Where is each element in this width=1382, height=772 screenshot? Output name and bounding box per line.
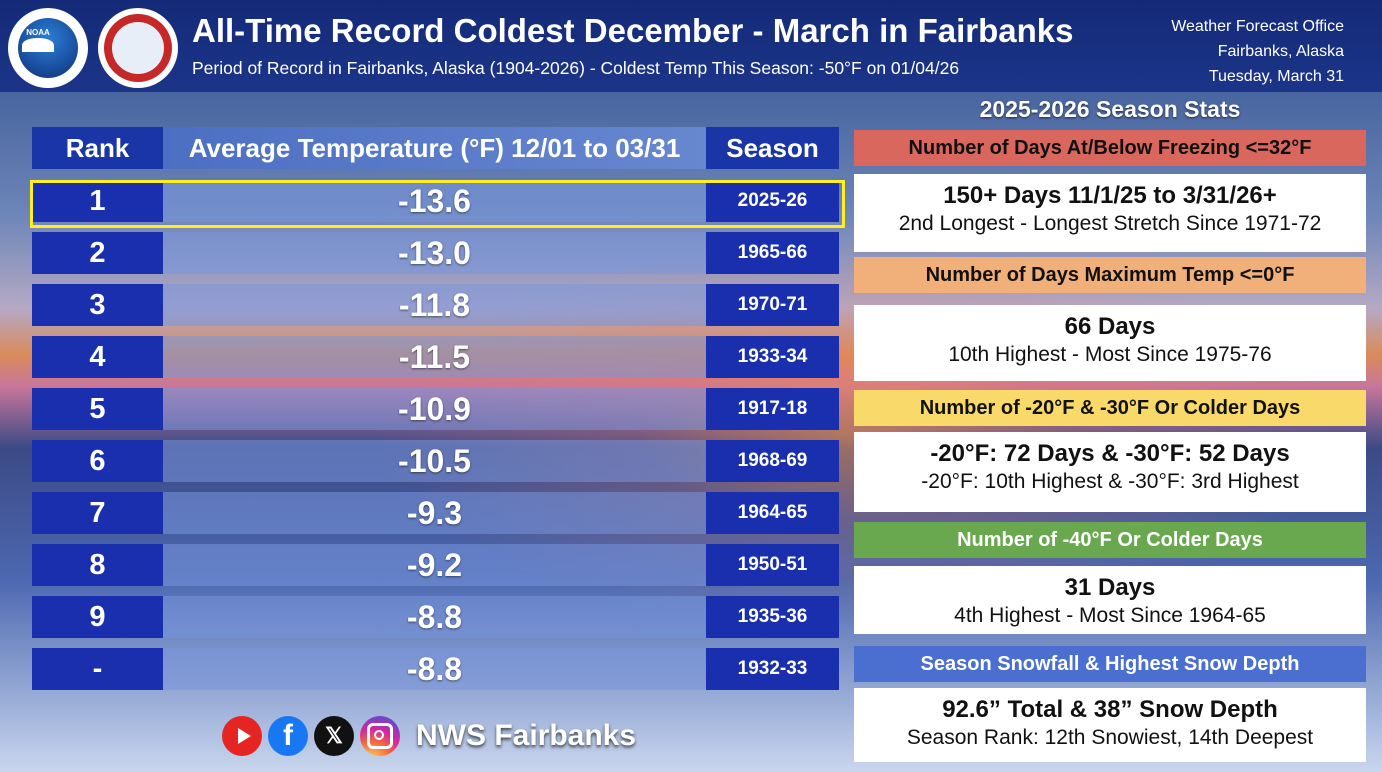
rank-cell: -	[32, 648, 163, 690]
stat-detail: -20°F: 10th Highest & -30°F: 3rd Highest	[921, 470, 1299, 493]
noaa-logo-icon: NOAA	[8, 8, 88, 88]
stat-value: 92.6” Total & 38” Snow Depth	[942, 696, 1278, 723]
stat-detail: Season Rank: 12th Snowiest, 14th Deepest	[906, 726, 1314, 749]
season-cell: 2025-26	[706, 180, 839, 222]
stat-value: -20°F: 72 Days & -30°F: 52 Days	[930, 440, 1290, 467]
rank-cell: 7	[32, 492, 163, 534]
temp-cell: -10.9	[163, 388, 706, 430]
stat-box: 150+ Days 11/1/25 to 3/31/26+ 2nd Longest…	[854, 174, 1366, 252]
social-bar: f 𝕏 NWS Fairbanks	[222, 712, 636, 760]
rank-cell: 2	[32, 232, 163, 274]
stat-value: 66 Days	[1064, 313, 1156, 340]
stat-detail: 10th Highest - Most Since 1975-76	[948, 343, 1272, 366]
instagram-icon[interactable]	[360, 716, 400, 756]
season-cell: 1917-18	[706, 388, 839, 430]
season-cell: 1932-33	[706, 648, 839, 690]
season-cell: 1970-71	[706, 284, 839, 326]
brand-name: NWS Fairbanks	[416, 719, 637, 752]
temp-cell: -13.6	[163, 180, 706, 222]
season-header: Season	[706, 127, 839, 169]
stat-label: Number of Days Maximum Temp <=0°F	[854, 257, 1366, 293]
rank-cell: 5	[32, 388, 163, 430]
temp-cell: -13.0	[163, 232, 706, 274]
rank-cell: 3	[32, 284, 163, 326]
temp-cell: -8.8	[163, 596, 706, 638]
season-cell: 1950-51	[706, 544, 839, 586]
page-title: All-Time Record Coldest December - March…	[192, 12, 1074, 49]
office-name: Weather Forecast Office	[1171, 18, 1344, 35]
temp-cell: -8.8	[163, 648, 706, 690]
office-info: Weather Forecast Office Fairbanks, Alask…	[1171, 14, 1344, 89]
youtube-icon[interactable]	[222, 716, 262, 756]
current-season-highlight	[30, 180, 845, 228]
season-cell: 1933-34	[706, 336, 839, 378]
rank-cell: 1	[32, 180, 163, 222]
season-cell: 1965-66	[706, 232, 839, 274]
season-cell: 1935-36	[706, 596, 839, 638]
office-location: Fairbanks, Alaska	[1217, 43, 1344, 60]
stat-box: 66 Days 10th Highest - Most Since 1975-76	[854, 305, 1366, 381]
temp-header: Average Temperature (°F) 12/01 to 03/31	[163, 127, 706, 169]
stat-box: 31 Days 4th Highest - Most Since 1964-65	[854, 566, 1366, 634]
stats-title: 2025-2026 Season Stats	[979, 96, 1241, 122]
stat-value: 150+ Days 11/1/25 to 3/31/26+	[943, 182, 1277, 209]
stat-label: Season Snowfall & Highest Snow Depth	[854, 646, 1366, 682]
stat-label: Number of -20°F & -30°F Or Colder Days	[854, 390, 1366, 426]
stat-label: Number of Days At/Below Freezing <=32°F	[854, 130, 1366, 166]
stat-label: Number of -40°F Or Colder Days	[854, 522, 1366, 558]
stat-box: 92.6” Total & 38” Snow Depth Season Rank:…	[854, 688, 1366, 762]
temp-cell: -9.3	[163, 492, 706, 534]
nws-logo-icon	[98, 8, 178, 88]
office-date: Tuesday, March 31	[1208, 68, 1344, 85]
header-bar: NOAA All-Time Record Coldest December - …	[0, 0, 1382, 92]
temp-cell: -10.5	[163, 440, 706, 482]
season-cell: 1964-65	[706, 492, 839, 534]
rank-cell: 8	[32, 544, 163, 586]
rank-cell: 9	[32, 596, 163, 638]
rank-header: Rank	[32, 127, 163, 169]
temp-cell: -11.8	[163, 284, 706, 326]
stat-value: 31 Days	[1064, 574, 1156, 601]
season-cell: 1968-69	[706, 440, 839, 482]
page-subtitle: Period of Record in Fairbanks, Alaska (1…	[192, 58, 960, 78]
facebook-icon[interactable]: f	[268, 716, 308, 756]
noaa-logo-text: NOAA	[26, 28, 50, 37]
rank-cell: 4	[32, 336, 163, 378]
temp-cell: -9.2	[163, 544, 706, 586]
stat-detail: 4th Highest - Most Since 1964-65	[954, 604, 1266, 627]
stat-box: -20°F: 72 Days & -30°F: 52 Days -20°F: 10…	[854, 432, 1366, 512]
stat-detail: 2nd Longest - Longest Stretch Since 1971…	[898, 212, 1322, 235]
rank-cell: 6	[32, 440, 163, 482]
temp-cell: -11.5	[163, 336, 706, 378]
x-icon[interactable]: 𝕏	[314, 716, 354, 756]
